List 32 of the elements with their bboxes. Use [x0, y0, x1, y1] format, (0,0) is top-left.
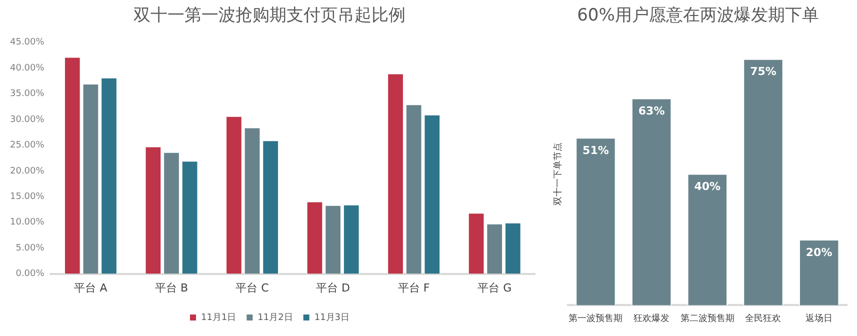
- y-tick-label: 45.00%: [10, 38, 45, 48]
- chart-title: 60%用户愿意在两波爆发期下单: [577, 6, 819, 26]
- x-tick-label: 平台 B: [154, 281, 188, 294]
- data-label: 51%: [582, 144, 609, 158]
- legend-label: 11月1日: [200, 312, 236, 323]
- x-tick-label: 狂欢爆发: [634, 312, 670, 324]
- y-tick-label: 35.00%: [10, 89, 45, 100]
- x-tick-label: 第一波预售期: [568, 312, 623, 324]
- legend-label: 11月3日: [314, 312, 350, 323]
- x-tick-label: 返场日: [806, 312, 833, 324]
- data-label: 40%: [694, 180, 721, 194]
- data-label: 20%: [806, 246, 832, 259]
- y-tick-label: 25.00%: [10, 140, 45, 151]
- x-tick-label: 平台 F: [398, 281, 430, 294]
- y-tick-label: 40.00%: [10, 63, 45, 74]
- x-tick-label: 平台 D: [316, 281, 350, 294]
- x-tick-label: 全民狂欢: [745, 312, 782, 324]
- x-tick-label: 第二波预售期: [680, 312, 734, 324]
- y-axis-title: 双十一下单节点: [552, 142, 564, 206]
- y-tick-label: 20.00%: [10, 166, 45, 176]
- data-label: 63%: [638, 104, 665, 118]
- y-tick-label: 5.00%: [16, 243, 45, 254]
- data-label: 75%: [750, 65, 776, 78]
- y-tick-label: 10.00%: [10, 218, 45, 228]
- legend-label: 11月2日: [258, 312, 293, 323]
- y-tick-label: 15.00%: [10, 192, 45, 202]
- y-tick-label: 30.00%: [10, 114, 45, 125]
- y-tick-label: 0.00%: [16, 269, 45, 280]
- chart-title: 双十一第一波抢购期支付页吊起比例: [134, 6, 406, 26]
- x-tick-label: 平台 A: [74, 281, 108, 294]
- x-tick-label: 平台 C: [236, 281, 270, 294]
- x-tick-label: 平台 G: [478, 281, 512, 294]
